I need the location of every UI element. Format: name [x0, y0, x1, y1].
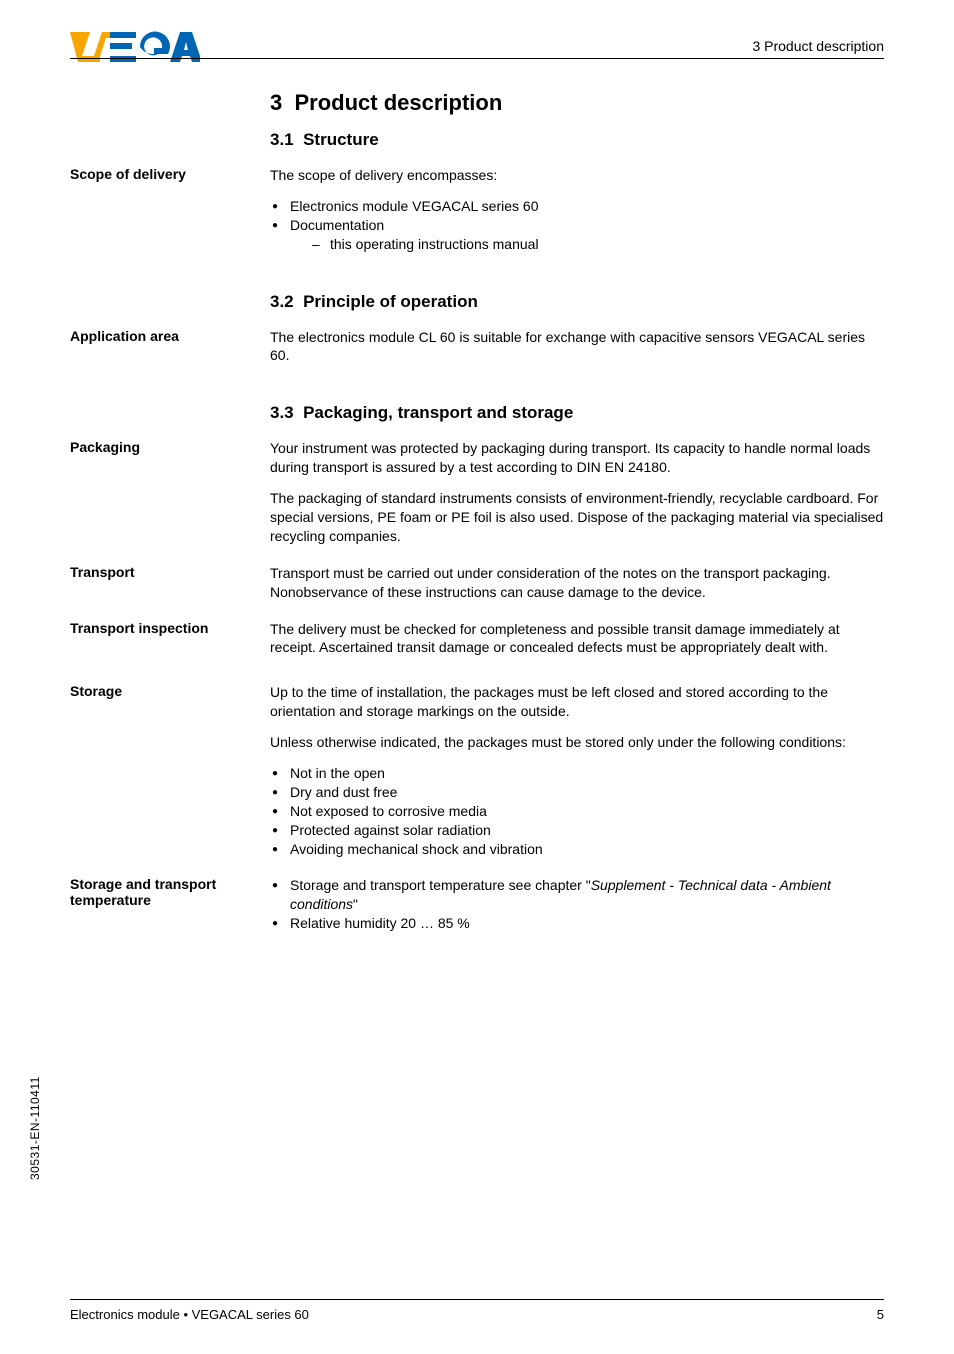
inspection-text: The delivery must be checked for complet…	[270, 620, 884, 658]
storage-item: Protected against solar radiation	[270, 821, 884, 840]
storage-conditions-list: Not in the open Dry and dust free Not ex…	[270, 764, 884, 858]
storage-temp-item: Relative humidity 20 … 85 %	[270, 914, 884, 933]
page: 3 Product description 3 Product descript…	[0, 0, 954, 1354]
storage-temp-i1-post: "	[353, 896, 358, 912]
storage-temp-i1-pre: Storage and transport temperature see ch…	[290, 877, 591, 893]
scope-sublist: this operating instructions manual	[290, 235, 884, 254]
storage-temp-item: Storage and transport temperature see ch…	[270, 876, 884, 914]
subsection-title: Packaging, transport and storage	[303, 403, 573, 422]
footer-left: Electronics module • VEGACAL series 60	[70, 1307, 309, 1322]
storage-item: Avoiding mechanical shock and vibration	[270, 840, 884, 859]
content-area: 3 Product description 3.1 Structure Scop…	[70, 90, 884, 951]
subsection-structure: 3.1 Structure	[270, 130, 884, 150]
subsection-principle: 3.2 Principle of operation	[270, 292, 884, 312]
subsection-title: Principle of operation	[303, 292, 478, 311]
footer-page-number: 5	[877, 1307, 884, 1322]
subsection-number: 3.3	[270, 403, 294, 422]
label-packaging: Packaging	[70, 439, 270, 455]
storage-p2: Unless otherwise indicated, the packages…	[270, 733, 884, 752]
transport-text: Transport must be carried out under cons…	[270, 564, 884, 602]
subsection-number: 3.2	[270, 292, 294, 311]
header-rule	[70, 58, 884, 59]
scope-item: Electronics module VEGACAL series 60	[270, 197, 884, 216]
document-code: 30531-EN-110411	[28, 1076, 42, 1180]
subsection-packaging: 3.3 Packaging, transport and storage	[270, 403, 884, 423]
application-text: The electronics module CL 60 is suitable…	[270, 328, 884, 366]
storage-item: Dry and dust free	[270, 783, 884, 802]
label-storage-temperature: Storage and transport temperature	[70, 876, 270, 908]
packaging-p2: The packaging of standard instruments co…	[270, 489, 884, 546]
scope-intro: The scope of delivery encompasses:	[270, 166, 884, 185]
vega-logo	[70, 30, 200, 67]
footer-rule	[70, 1299, 884, 1300]
subsection-number: 3.1	[270, 130, 294, 149]
scope-item-text: Documentation	[290, 217, 384, 233]
storage-temp-list: Storage and transport temperature see ch…	[270, 876, 884, 933]
packaging-p1: Your instrument was protected by packagi…	[270, 439, 884, 477]
section-title-text: Product description	[294, 90, 502, 115]
label-transport-inspection: Transport inspection	[70, 620, 270, 636]
header-section-label: 3 Product description	[752, 38, 884, 54]
scope-subitem: this operating instructions manual	[310, 235, 884, 254]
label-application-area: Application area	[70, 328, 270, 344]
subsection-title: Structure	[303, 130, 379, 149]
storage-item: Not exposed to corrosive media	[270, 802, 884, 821]
label-transport: Transport	[70, 564, 270, 580]
label-scope-of-delivery: Scope of delivery	[70, 166, 270, 182]
section-title: 3 Product description	[270, 90, 884, 116]
scope-list: Electronics module VEGACAL series 60 Doc…	[270, 197, 884, 254]
storage-item: Not in the open	[270, 764, 884, 783]
section-number: 3	[270, 90, 282, 115]
storage-p1: Up to the time of installation, the pack…	[270, 683, 884, 721]
label-storage: Storage	[70, 683, 270, 699]
scope-item: Documentation this operating instruction…	[270, 216, 884, 254]
